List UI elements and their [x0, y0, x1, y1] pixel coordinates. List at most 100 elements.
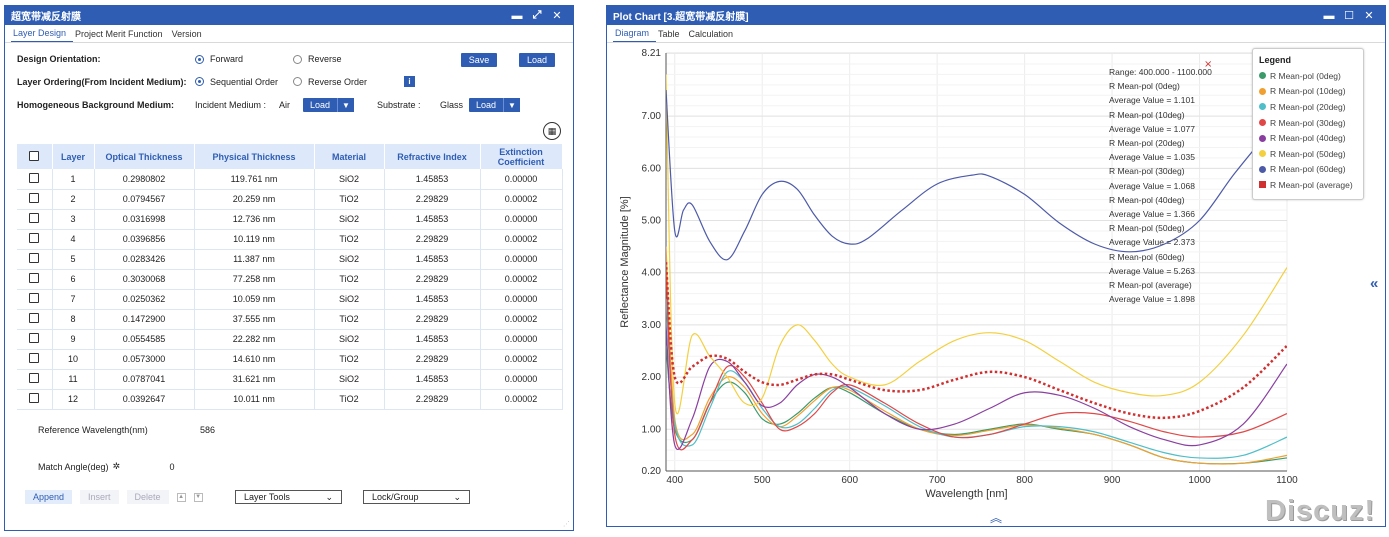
row-select-cell[interactable]: [17, 369, 53, 390]
substrate-load-button[interactable]: Load: [469, 98, 503, 112]
table-cell[interactable]: 20.259 nm: [194, 189, 315, 210]
row-checkbox[interactable]: [29, 213, 40, 223]
table-cell[interactable]: 0.00000: [480, 369, 563, 390]
legend-item[interactable]: R Mean-pol (40deg): [1259, 130, 1357, 146]
tab-calculation[interactable]: Calculation: [688, 29, 734, 39]
sequential-order-radio[interactable]: [195, 77, 204, 86]
table-cell[interactable]: 1: [52, 169, 95, 190]
select-all-header[interactable]: [17, 144, 53, 169]
table-cell[interactable]: 1.45853: [384, 289, 481, 310]
table-cell[interactable]: 0.0250362: [94, 289, 195, 310]
table-row[interactable]: 12 0.0392647 10.011 nm TiO2 2.29829 0.00002: [17, 389, 563, 410]
table-cell[interactable]: 119.761 nm: [194, 169, 315, 190]
table-cell[interactable]: 0.0283426: [94, 249, 195, 270]
chevron-down-icon[interactable]: ▼: [337, 98, 354, 112]
table-cell[interactable]: 2.29829: [384, 309, 481, 330]
row-select-cell[interactable]: [17, 249, 53, 270]
table-cell[interactable]: 0.3030068: [94, 269, 195, 290]
tab-version[interactable]: Version: [171, 29, 202, 39]
table-row[interactable]: 7 0.0250362 10.059 nm SiO2 1.45853 0.00000: [17, 289, 563, 310]
row-checkbox[interactable]: [29, 373, 40, 383]
legend-item[interactable]: R Mean-pol (60deg): [1259, 162, 1357, 178]
table-cell[interactable]: 0.2980802: [94, 169, 195, 190]
table-cell[interactable]: 9: [52, 329, 95, 350]
move-up-icon[interactable]: ▲: [176, 492, 186, 502]
substrate-load-dropdown[interactable]: Load ▼: [469, 98, 520, 112]
reverse-radio[interactable]: [293, 54, 302, 64]
match-angle-value[interactable]: 0: [169, 461, 175, 472]
table-cell[interactable]: 0.00002: [480, 229, 563, 250]
row-checkbox[interactable]: [29, 313, 40, 323]
tab-table[interactable]: Table: [658, 29, 680, 39]
column-header[interactable]: Material: [314, 144, 385, 169]
table-row[interactable]: 5 0.0283426 11.387 nm SiO2 1.45853 0.00000: [17, 249, 563, 270]
table-cell[interactable]: 0.0573000: [94, 349, 195, 370]
row-select-cell[interactable]: [17, 189, 53, 210]
reverse-order-radio[interactable]: [293, 77, 302, 86]
table-cell[interactable]: 0.0554585: [94, 329, 195, 350]
table-cell[interactable]: 10: [52, 349, 95, 370]
table-cell[interactable]: 4: [52, 229, 95, 250]
table-cell[interactable]: 1.45853: [384, 209, 481, 230]
table-cell[interactable]: 0.00000: [480, 289, 563, 310]
chevron-down-icon[interactable]: ▼: [503, 98, 520, 112]
row-checkbox[interactable]: [29, 293, 40, 303]
legend-item[interactable]: R Mean-pol (20deg): [1259, 99, 1357, 115]
table-row[interactable]: 2 0.0794567 20.259 nm TiO2 2.29829 0.00002: [17, 189, 563, 210]
table-cell[interactable]: 10.011 nm: [194, 389, 315, 410]
table-row[interactable]: 3 0.0316998 12.736 nm SiO2 1.45853 0.00000: [17, 209, 563, 230]
table-cell[interactable]: TiO2: [314, 189, 385, 210]
lock-group-select[interactable]: Lock/Group ⌄: [363, 490, 470, 504]
table-row[interactable]: 10 0.0573000 14.610 nm TiO2 2.29829 0.00002: [17, 349, 563, 370]
table-cell[interactable]: 37.555 nm: [194, 309, 315, 330]
table-cell[interactable]: TiO2: [314, 349, 385, 370]
table-cell[interactable]: SiO2: [314, 329, 385, 350]
table-cell[interactable]: 0.1472900: [94, 309, 195, 330]
table-cell[interactable]: 0.00002: [480, 269, 563, 290]
row-select-cell[interactable]: [17, 229, 53, 250]
table-cell[interactable]: 0.0794567: [94, 189, 195, 210]
delete-button[interactable]: Delete: [126, 490, 169, 504]
row-checkbox[interactable]: [29, 193, 40, 203]
table-cell[interactable]: TiO2: [314, 389, 385, 410]
table-row[interactable]: 8 0.1472900 37.555 nm TiO2 2.29829 0.00002: [17, 309, 563, 330]
table-cell[interactable]: 0.00000: [480, 209, 563, 230]
close-icon[interactable]: ✕: [1364, 10, 1374, 22]
close-icon[interactable]: ✕: [552, 10, 562, 22]
incident-load-button[interactable]: Load: [303, 98, 337, 112]
table-row[interactable]: 4 0.0396856 10.119 nm TiO2 2.29829 0.00002: [17, 229, 563, 250]
table-cell[interactable]: 0.0316998: [94, 209, 195, 230]
row-select-cell[interactable]: [17, 309, 53, 330]
legend-item[interactable]: R Mean-pol (0deg): [1259, 68, 1357, 84]
remove-annotation-icon[interactable]: ×: [1204, 59, 1212, 70]
table-cell[interactable]: 8: [52, 309, 95, 330]
row-select-cell[interactable]: [17, 289, 53, 310]
row-select-cell[interactable]: [17, 329, 53, 350]
table-cell[interactable]: SiO2: [314, 249, 385, 270]
table-cell[interactable]: 0.0392647: [94, 389, 195, 410]
tab-layer-design[interactable]: Layer Design: [11, 28, 74, 42]
table-row[interactable]: 11 0.0787041 31.621 nm SiO2 1.45853 0.00000: [17, 369, 563, 390]
row-checkbox[interactable]: [29, 333, 40, 343]
insert-button[interactable]: Insert: [80, 490, 119, 504]
expand-down-icon[interactable]: ︽: [990, 511, 1003, 525]
table-cell[interactable]: 14.610 nm: [194, 349, 315, 370]
tab-project-merit-function[interactable]: Project Merit Function: [75, 29, 163, 39]
table-cell[interactable]: 2: [52, 189, 95, 210]
table-cell[interactable]: 0.0787041: [94, 369, 195, 390]
table-cell[interactable]: SiO2: [314, 289, 385, 310]
table-cell[interactable]: 10.119 nm: [194, 229, 315, 250]
load-button[interactable]: Load: [519, 53, 555, 67]
info-icon[interactable]: i: [404, 76, 415, 87]
table-cell[interactable]: 6: [52, 269, 95, 290]
table-cell[interactable]: 2.29829: [384, 189, 481, 210]
save-button[interactable]: Save: [461, 53, 497, 67]
row-select-cell[interactable]: [17, 169, 53, 190]
row-checkbox[interactable]: [29, 233, 40, 243]
row-select-cell[interactable]: [17, 269, 53, 290]
table-cell[interactable]: 5: [52, 249, 95, 270]
move-down-icon[interactable]: ▼: [193, 492, 203, 502]
gear-icon[interactable]: ✲: [112, 461, 121, 471]
table-cell[interactable]: 2.29829: [384, 389, 481, 410]
select-all-checkbox[interactable]: [29, 150, 40, 161]
